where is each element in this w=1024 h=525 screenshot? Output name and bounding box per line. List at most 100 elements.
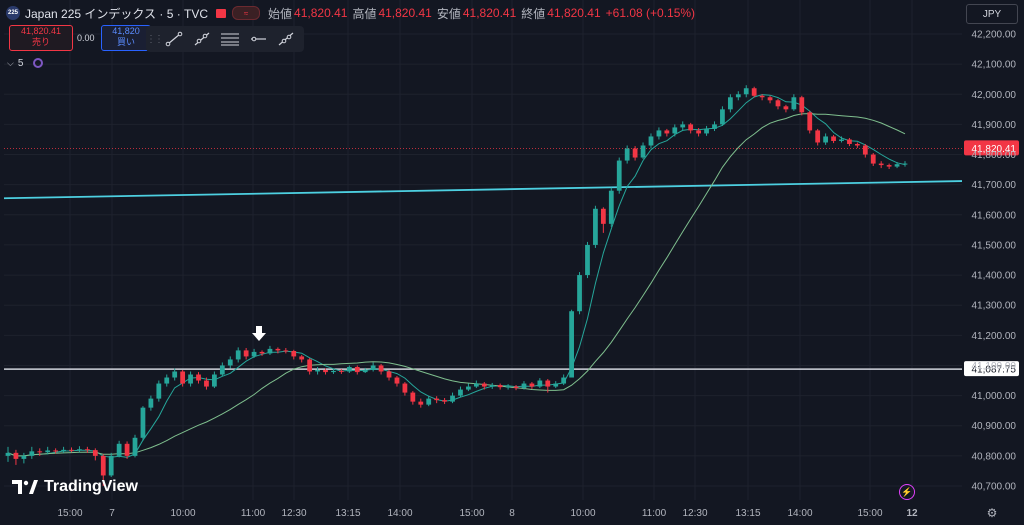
trend-line-tool-icon[interactable] [160,28,188,50]
candle-body [283,350,289,352]
data-status-pill[interactable]: ≈ [232,6,261,20]
chart-lines [3,94,963,458]
candle-body [783,106,789,110]
candle-body [259,351,265,354]
y-tick-label: 40,700.00 [972,482,1017,493]
arrow-head [252,333,266,341]
tradingview-logo[interactable]: TradingView [12,478,138,496]
x-tick-label: 13:15 [735,508,760,519]
x-tick-label: 11:00 [241,508,266,519]
candle-body [513,386,519,389]
sell-button[interactable]: 41,820.41 売り [9,25,73,51]
candle-body [450,395,455,402]
candle-body [291,351,297,357]
chevron-down-icon[interactable]: ⌵ [7,57,14,68]
parallel-channel-tool-icon[interactable] [216,28,244,50]
ray-tool-icon[interactable] [188,28,216,50]
candle-body [886,165,892,167]
candle-body [323,369,328,373]
candle-body [434,398,440,401]
candle-body [354,366,360,373]
candle-body [204,380,209,387]
symbol-title[interactable]: Japan 225 インデックス · 5 · TVC [25,6,209,21]
time-axis: 15:00 7 10:00 11:00 12:30 13:15 14:00 15:00 8 10:… [57,508,918,519]
y-tick-label: 41,800.00 [972,150,1017,161]
candle-body [894,164,900,167]
candle-body [13,452,19,459]
y-tick-label: 41,700.00 [972,180,1017,191]
drag-handle-icon[interactable]: ⋮⋮ [146,33,164,45]
y-tick-label: 42,100.00 [972,60,1017,71]
x-tick-label: 8 [509,508,515,519]
candle-body [600,208,606,224]
candle-body [585,244,590,276]
candle-body [116,443,122,456]
buy-button[interactable]: 41,820 買い [101,25,151,51]
candle-body [870,154,876,164]
candle-body [727,97,733,110]
candle-body [132,437,138,456]
level-price-label: 41,087.75 [972,365,1017,376]
candle-body [77,449,82,451]
y-tick-label: 41,600.00 [972,210,1017,221]
x-tick-label: 13:15 [335,508,360,519]
candle-body [37,451,43,453]
candle-body [235,350,241,360]
price-axis: 42,200.00 42,100.00 42,000.00 41,900.00 41,8… [972,30,1017,493]
flag-icon [216,8,227,18]
candle-body [505,386,511,388]
candle-body [5,452,11,456]
candle-body [775,100,781,107]
sell-label: 売り [31,37,50,47]
symbol-badge[interactable]: 225 [6,6,20,20]
candle-body [648,136,654,146]
y-tick-label: 41,900.00 [972,120,1017,131]
indicator-settings-icon[interactable] [33,58,44,68]
candle-body [529,383,535,387]
x-tick-label: 7 [109,508,115,519]
extended-line-tool-icon[interactable] [272,28,300,50]
y-tick-label: 41,000.00 [972,391,1017,402]
settings-gear-icon[interactable]: ⚙ [986,506,998,520]
tradingview-logo-icon [12,480,38,494]
currency-selector[interactable]: JPY [966,4,1018,24]
x-tick-label: 15:00 [57,508,82,519]
candle-body [315,369,320,372]
ohlc-low-label: 安値 [436,6,461,21]
x-tick-label: 12:30 [682,508,707,519]
candle-body [656,130,662,137]
x-tick-label: 10:00 [570,508,595,519]
overlays: 41,820.41 41,087.75 [252,140,1019,377]
ohlc-high-label: 高値 [352,6,377,21]
interval-value[interactable]: 5 [17,57,24,69]
candle-body [751,88,757,96]
x-tick-label: 15:00 [857,508,882,519]
buy-price: 41,820 [112,26,140,36]
candle-body [862,145,868,155]
candle-body [545,380,551,387]
x-tick-label: 14:00 [787,508,812,519]
candle-body [124,443,130,456]
y-tick-label: 41,200.00 [972,331,1017,342]
candle-body [847,139,852,144]
candle-body [148,398,154,408]
logo-text: TradingView [44,478,138,495]
candle-body [759,95,765,98]
horizontal-ray-tool-icon[interactable] [244,28,272,50]
x-tick-label: 10:00 [170,508,195,519]
candle-body [251,351,257,357]
lightning-icon[interactable]: ⚡ [899,484,915,500]
ohlc-high-value: 41,820.41 [378,6,432,20]
x-tick-label: 14:00 [387,508,412,519]
candle-body [561,377,567,384]
level-price-tag-bg [964,361,1019,377]
y-tick-label: 42,200.00 [972,30,1017,41]
candle-body [370,365,376,370]
candle-body [473,383,479,387]
interval-row: ⌵ 5 [7,56,44,70]
candle-body [307,359,313,372]
current-price-label: 41,820.41 [972,144,1017,155]
symbol-header: 225 Japan 225 インデックス · 5 · TVC ≈ 始値 41,8… [6,5,695,21]
candle-body [608,190,614,224]
